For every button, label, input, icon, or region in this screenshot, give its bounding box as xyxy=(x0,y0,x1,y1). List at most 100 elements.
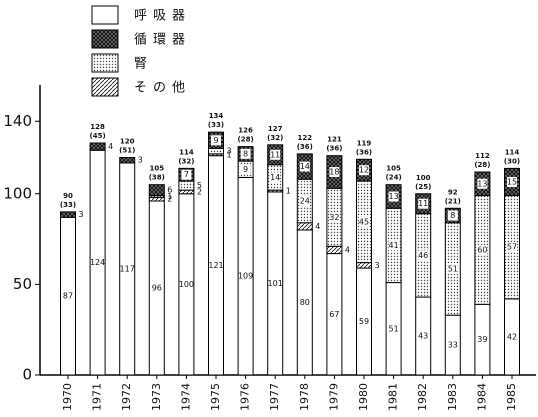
legend-label: 循環器 xyxy=(134,33,191,48)
segment-label: 11 xyxy=(270,150,280,159)
label-bg xyxy=(359,165,369,176)
total-label: (36) xyxy=(297,143,313,151)
segment-label: 60 xyxy=(477,245,487,254)
segment-label: 4 xyxy=(108,142,113,151)
label-bg xyxy=(270,278,281,289)
total-label: (32) xyxy=(267,134,283,142)
total-label: 121 xyxy=(327,136,342,144)
segment-label: 6 xyxy=(167,186,172,195)
total-label: (25) xyxy=(415,183,431,191)
segment-label: 117 xyxy=(120,264,135,273)
bar-segment xyxy=(148,184,165,197)
bar-segment xyxy=(356,262,372,269)
label-bg xyxy=(240,148,251,159)
total-label: (21) xyxy=(445,197,461,205)
segment-label: 3 xyxy=(375,261,380,270)
segment-label: 11 xyxy=(418,199,428,208)
label-bg xyxy=(299,297,310,308)
label-bg xyxy=(299,196,310,206)
legend-label: その他 xyxy=(134,81,191,96)
legend-label: 腎 xyxy=(134,57,153,72)
label-bg xyxy=(270,172,281,183)
total-label: (28) xyxy=(238,136,254,144)
label-bg xyxy=(477,178,488,189)
label-bg xyxy=(507,242,517,253)
bar-segment xyxy=(296,222,313,231)
segment-label: 8 xyxy=(450,211,455,220)
label-bg xyxy=(211,260,221,271)
x-tick-label: 1975 xyxy=(209,383,222,411)
segment-label: 45 xyxy=(359,217,369,226)
label-bg xyxy=(181,279,192,290)
segment-label: 3 xyxy=(138,156,143,165)
x-tick-label: 1979 xyxy=(327,383,340,411)
total-label: 122 xyxy=(297,134,312,142)
legend-swatch xyxy=(91,5,119,25)
bar-segment xyxy=(60,211,76,218)
x-tick-label: 1985 xyxy=(505,383,518,411)
label-bg xyxy=(388,323,399,334)
segment-label: 24 xyxy=(300,197,310,206)
label-bg xyxy=(418,250,429,261)
segment-label: 7 xyxy=(184,170,189,179)
label-bg xyxy=(299,161,310,172)
total-label: (32) xyxy=(178,157,194,165)
segment-label: 51 xyxy=(448,264,458,273)
total-label: 119 xyxy=(357,139,372,147)
segment-label: 2 xyxy=(167,195,172,204)
segment-label: 121 xyxy=(208,261,223,270)
y-tick-label: 0 xyxy=(22,366,32,384)
segment-label: 18 xyxy=(329,168,339,177)
total-label: (38) xyxy=(149,174,165,182)
segment-label: 51 xyxy=(389,324,399,333)
segment-label: 67 xyxy=(329,310,339,319)
total-label: 120 xyxy=(120,138,135,146)
bar-segment xyxy=(178,180,195,191)
x-tick-label: 1983 xyxy=(446,383,459,411)
segment-label: 57 xyxy=(507,243,517,252)
label-bg xyxy=(211,135,221,146)
label-bg xyxy=(388,240,399,251)
label-bg xyxy=(92,257,103,268)
legend-swatch xyxy=(91,29,119,49)
label-bg xyxy=(240,164,251,175)
total-label: (51) xyxy=(119,147,135,155)
total-label: (36) xyxy=(326,145,342,153)
segment-label: 4 xyxy=(345,245,350,254)
total-label: 114 xyxy=(505,148,520,156)
segment-label: 109 xyxy=(238,272,253,281)
bar-segment xyxy=(326,245,343,255)
segment-label: 1 xyxy=(227,150,232,159)
total-label: 112 xyxy=(475,152,490,160)
segment-label: 15 xyxy=(507,177,517,186)
y-tick-label: 140 xyxy=(3,112,32,130)
segment-label: 3 xyxy=(227,147,232,156)
label-bg xyxy=(418,331,429,342)
x-tick-label: 1970 xyxy=(61,383,74,411)
total-label: (24) xyxy=(386,174,402,182)
label-bg xyxy=(447,263,458,274)
total-label: 128 xyxy=(90,123,105,131)
segment-label: 33 xyxy=(448,341,458,350)
label-bg xyxy=(151,283,162,293)
segment-label: 32 xyxy=(329,213,339,222)
x-tick-label: 1977 xyxy=(268,383,281,411)
segment-label: 12 xyxy=(359,166,369,175)
total-label: 100 xyxy=(416,174,431,182)
x-tick-label: 1980 xyxy=(357,383,370,411)
segment-label: 124 xyxy=(90,258,105,267)
label-bg xyxy=(329,309,340,320)
segment-label: 59 xyxy=(359,317,369,326)
total-label: 90 xyxy=(63,192,73,200)
legend-swatch xyxy=(91,53,119,73)
label-bg xyxy=(507,331,517,342)
total-label: 114 xyxy=(179,148,194,156)
segment-label: 1 xyxy=(167,192,172,201)
segment-label: 42 xyxy=(507,332,517,341)
label-bg xyxy=(418,198,429,209)
legend-swatch xyxy=(91,77,119,97)
segment-label: 14 xyxy=(270,173,280,182)
segment-label: 14 xyxy=(300,162,310,171)
segment-label: 1 xyxy=(286,187,291,196)
segment-label: 96 xyxy=(152,284,162,293)
